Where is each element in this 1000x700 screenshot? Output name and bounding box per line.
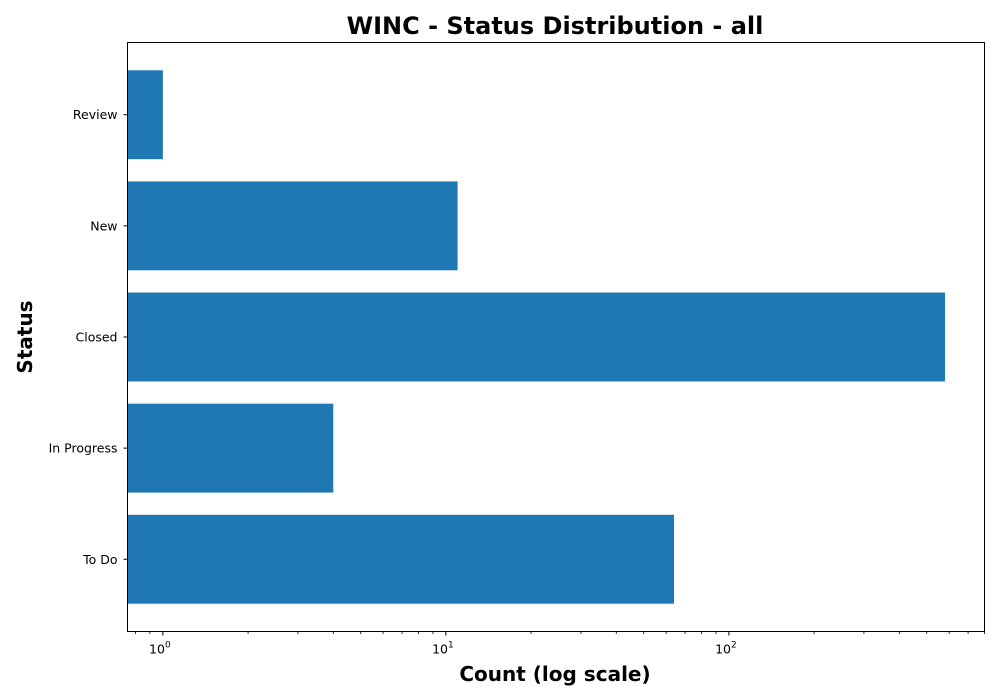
bars-layer bbox=[127, 70, 945, 604]
plot-area-frame bbox=[127, 42, 985, 632]
x-tick-label: 101 bbox=[432, 641, 454, 657]
x-axis-ticks: 100 101 102 bbox=[135, 631, 985, 657]
bar-new bbox=[127, 181, 458, 271]
y-tick-label: In Progress bbox=[49, 441, 118, 456]
x-axis-title: Count (log scale) bbox=[459, 662, 650, 686]
y-tick-label: Closed bbox=[76, 330, 118, 345]
y-axis-ticks: To Do In Progress Closed New Review bbox=[49, 107, 128, 567]
bar-in-progress bbox=[127, 403, 334, 493]
x-tick-label: 102 bbox=[715, 641, 737, 657]
bar-closed bbox=[127, 292, 945, 382]
chart-title: WINC - Status Distribution - all bbox=[347, 12, 764, 40]
y-axis-title: Status bbox=[13, 300, 37, 373]
bar-review bbox=[127, 70, 163, 160]
y-tick-label: To Do bbox=[82, 552, 117, 567]
x-tick-label: 100 bbox=[149, 641, 171, 657]
y-tick-label: Review bbox=[73, 107, 118, 122]
y-tick-label: New bbox=[90, 218, 117, 233]
bar-to-do bbox=[127, 514, 675, 604]
